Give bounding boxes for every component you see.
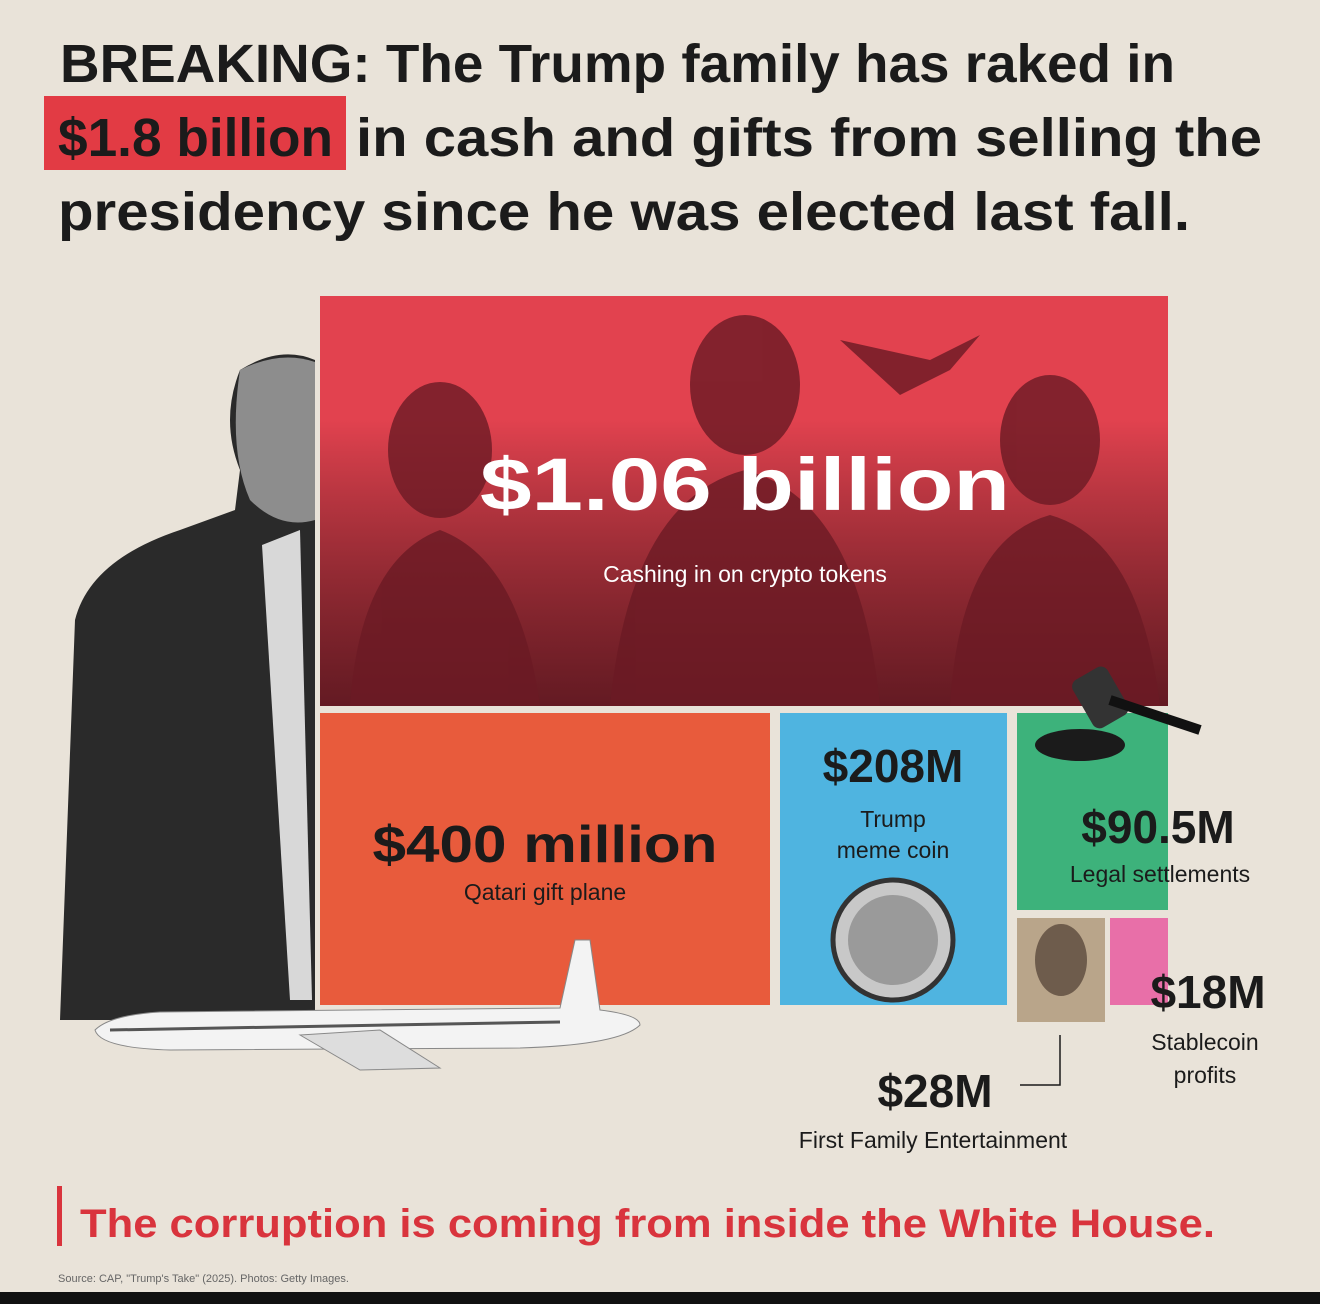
portrait-face xyxy=(1035,924,1087,996)
bottom-bar xyxy=(0,1292,1320,1304)
tagline-bar xyxy=(57,1186,62,1246)
label: meme coin xyxy=(837,837,949,863)
amount: $1.06 billion xyxy=(480,443,1010,526)
gavel xyxy=(1035,666,1202,761)
headline-line: in cash and gifts from selling the xyxy=(356,108,1262,168)
plane xyxy=(94,939,641,1071)
label: Legal settlements xyxy=(1070,861,1250,887)
amount: $28M xyxy=(877,1065,992,1117)
amount: $90.5M xyxy=(1081,801,1234,853)
highlight-box xyxy=(44,96,346,170)
connector xyxy=(1020,1035,1061,1086)
amount: $18M xyxy=(1150,966,1265,1018)
coin-face xyxy=(848,895,938,985)
source: Source: CAP, "Trump's Take" (2025). Phot… xyxy=(58,1273,349,1285)
label: Cashing in on crypto tokens xyxy=(603,561,887,587)
photo-people xyxy=(350,315,1160,706)
headline-highlight: $1.8 billion xyxy=(58,108,333,168)
tile-plane xyxy=(320,713,770,1005)
label: First Family Entertainment xyxy=(799,1127,1068,1153)
amount: $400 million xyxy=(373,816,718,874)
amount: $208M xyxy=(823,740,964,792)
portrait xyxy=(60,354,315,1020)
tagline: The corruption is coming from inside the… xyxy=(80,1202,1215,1246)
label: Qatari gift plane xyxy=(464,879,626,905)
headline-line: presidency since he was elected last fal… xyxy=(58,182,1190,242)
label: Stablecoin xyxy=(1151,1029,1258,1055)
label: profits xyxy=(1174,1062,1237,1088)
label: Trump xyxy=(860,806,926,832)
tile-stablecoin xyxy=(1110,918,1168,1005)
headline-line: BREAKING: The Trump family has raked in xyxy=(60,34,1175,94)
